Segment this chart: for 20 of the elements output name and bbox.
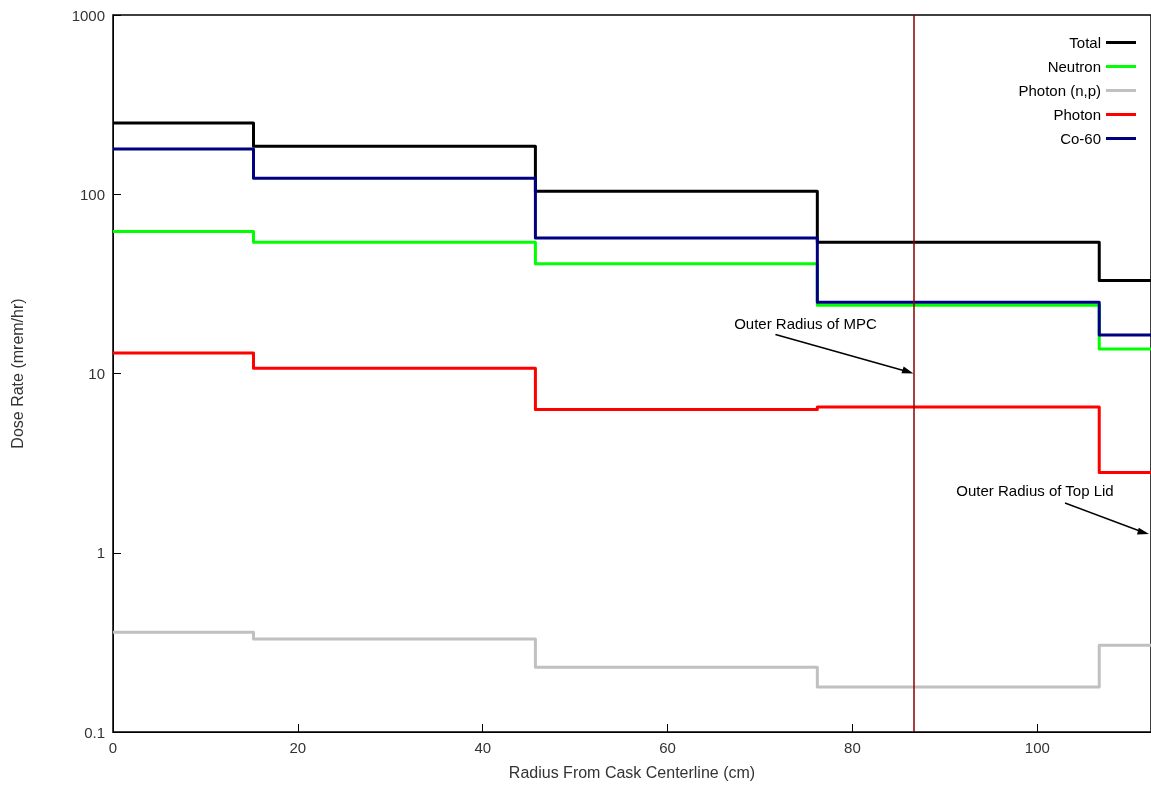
legend-label: Neutron (1047, 58, 1101, 75)
legend-label: Photon (n,p) (1018, 82, 1101, 99)
x-axis-title: Radius From Cask Centerline (cm) (508, 763, 756, 781)
x-tick-label: 20 (289, 739, 307, 756)
y-tick-label: 1 (96, 544, 105, 562)
annotation: Outer Radius of MPC (734, 314, 877, 332)
legend-label: Photon (1053, 106, 1101, 123)
legend-label: Co-60 (1060, 130, 1101, 147)
x-tick-label: 80 (844, 739, 861, 756)
y-tick-label: 100 (79, 185, 105, 203)
x-tick-label: 0 (108, 739, 118, 756)
y-tick-label: 10 (88, 365, 105, 382)
y-axis-title: Dose Rate (mrem/hr) (8, 298, 26, 449)
y-tick-label: 1000 (71, 6, 105, 24)
x-tick-label: 60 (659, 739, 676, 756)
x-tick-label: 40 (474, 739, 492, 756)
legend-label: Total (1069, 34, 1101, 51)
x-tick-label: 100 (1024, 739, 1050, 756)
annotation: Outer Radius of Top Lid (956, 482, 1114, 499)
y-tick-label: 0.1 (84, 723, 105, 741)
